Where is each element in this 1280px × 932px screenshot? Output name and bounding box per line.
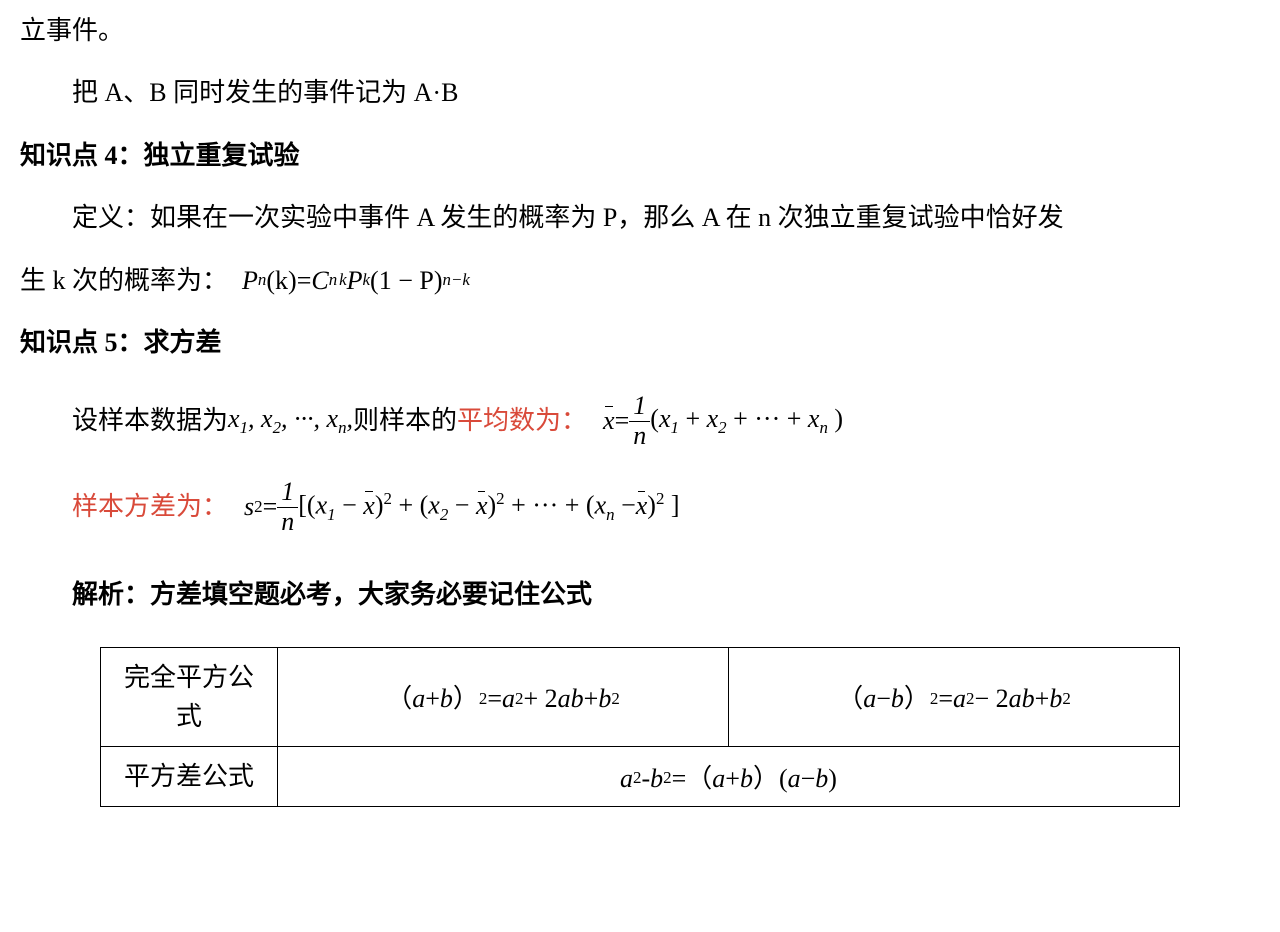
table-row: 平方差公式 a2 - b2 =（a + b）(a − b) (101, 746, 1180, 806)
xbar: x (603, 408, 615, 434)
formula-table: 完全平方公式 （a + b）2 = a2 + 2ab + b2 （a − b）2… (100, 647, 1180, 807)
numerator: 1 (277, 478, 298, 508)
kp-label: 知识点 4： (20, 141, 144, 170)
sym-P: P (347, 268, 363, 294)
continuation-line: 立事件。 (20, 0, 1260, 62)
heading-kp4: 知识点 4：独立重复试验 (20, 125, 1260, 187)
sym-P: P (242, 268, 258, 294)
kp-title: 独立重复试验 (144, 141, 300, 170)
mean-label: 平均数为： (457, 408, 587, 434)
eq-sign: = (615, 408, 630, 434)
kp-title: 求方差 (144, 328, 222, 357)
eq-sign: = (263, 494, 278, 520)
analysis-label: 解析： (72, 580, 150, 609)
mean-formula: x = 1 n (x1 + x2 + ··· + xn ) (603, 392, 843, 450)
binomial-formula: Pn(k) = Cnk Pk (1 − P)n−k (242, 268, 470, 294)
sup-k: k (363, 272, 371, 289)
kp4-definition-line2: 生 k 次的概率为： Pn(k) = Cnk Pk (1 − P)n−k (20, 268, 1260, 294)
row1-cell1: （a + b）2 = a2 + 2ab + b2 (278, 647, 729, 746)
kp4-definition-line1: 定义：如果在一次实验中事件 A 发生的概率为 P，那么 A 在 n 次独立重复试… (20, 187, 1260, 249)
sample-list: x1, x2, ···, xn, (228, 406, 353, 437)
row2-label: 平方差公式 (101, 746, 278, 806)
eq-sign: = (297, 268, 312, 294)
text-fragment: 生 k 次的概率为： (20, 268, 228, 294)
text-fragment: 立事件。 (20, 16, 124, 45)
row2-cell: a2 - b2 =（a + b）(a − b) (278, 746, 1180, 806)
paren-1mP: (1 − P) (370, 268, 442, 294)
row1-label: 完全平方公式 (101, 647, 278, 746)
row1-cell2: （a − b）2 = a2 − 2ab + b2 (729, 647, 1180, 746)
text-fragment: 则样本的 (353, 408, 457, 434)
dot-symbol: · (432, 78, 441, 107)
sup-k: k (339, 272, 347, 289)
numerator: 1 (629, 392, 650, 422)
kp5-analysis: 解析：方差填空题必考，大家务必要记住公式 (20, 564, 1260, 626)
paragraph-ab-event: 把 A、B 同时发生的事件记为 A·B (20, 62, 1260, 124)
fraction: 1 n (629, 392, 650, 450)
variance-label: 样本方差为： (72, 494, 228, 520)
denominator: n (277, 508, 298, 537)
sub-n: n (329, 272, 337, 289)
fraction: 1 n (277, 478, 298, 536)
denominator: n (629, 422, 650, 451)
sub-n: n (258, 272, 266, 289)
variance-formula: s2 = 1 n [(x1 − x)2 + (x2 − x)2 + ··· + … (244, 478, 680, 536)
sup-2: 2 (254, 499, 262, 516)
sym-C: C (311, 268, 328, 294)
text-fragment: 定义：如果在一次实验中事件 A 发生的概率为 P，那么 A 在 n 次独立重复试… (72, 203, 1064, 232)
x: x (603, 406, 615, 435)
kp5-variance-line: 样本方差为： s2 = 1 n [(x1 − x)2 + (x2 − x)2 +… (20, 478, 1260, 536)
analysis-text: 方差填空题必考，大家务必要记住公式 (150, 580, 592, 609)
text-fragment: 把 A、B 同时发生的事件记为 A (72, 78, 432, 107)
text-fragment: B (441, 78, 458, 107)
text-fragment: 设样本数据为 (72, 408, 228, 434)
table-row: 完全平方公式 （a + b）2 = a2 + 2ab + b2 （a − b）2… (101, 647, 1180, 746)
arg-k: (k) (266, 268, 296, 294)
variance-body: [(x1 − x)2 + (x2 − x)2 + ··· + (xn −x)2 … (298, 491, 679, 524)
mean-body: (x1 + x2 + ··· + xn ) (650, 406, 843, 437)
kp5-mean-line: 设样本数据为 x1, x2, ···, xn, 则样本的平均数为： x = 1 … (20, 392, 1260, 450)
kp-label: 知识点 5： (20, 328, 144, 357)
sup-nmk: n−k (443, 272, 470, 289)
sym-s: s (244, 494, 254, 520)
document-page: 立事件。 把 A、B 同时发生的事件记为 A·B 知识点 4：独立重复试验 定义… (0, 0, 1280, 847)
heading-kp5: 知识点 5：求方差 (20, 312, 1260, 374)
